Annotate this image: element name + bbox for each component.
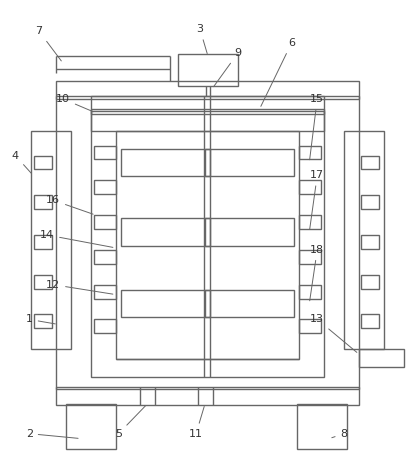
Bar — [31, 131, 71, 349]
Bar — [34, 195, 52, 209]
Bar — [91, 96, 324, 114]
Bar — [121, 290, 210, 318]
Bar — [361, 195, 379, 209]
Bar — [34, 314, 52, 328]
Bar — [94, 145, 116, 159]
Bar — [297, 404, 347, 449]
Bar — [299, 215, 321, 229]
Bar — [66, 404, 116, 449]
Text: 13: 13 — [310, 314, 357, 352]
Bar — [205, 149, 294, 176]
Text: 14: 14 — [40, 230, 113, 247]
Bar — [205, 218, 294, 246]
Bar — [91, 111, 324, 377]
Bar — [121, 218, 210, 246]
Text: 1: 1 — [26, 314, 55, 325]
Text: 16: 16 — [46, 195, 93, 214]
Bar — [94, 181, 116, 194]
Bar — [205, 290, 294, 318]
Bar — [299, 250, 321, 264]
Bar — [361, 235, 379, 249]
Bar — [344, 131, 384, 349]
Bar — [34, 156, 52, 169]
Bar — [361, 156, 379, 169]
Bar — [299, 181, 321, 194]
Text: 12: 12 — [46, 280, 113, 294]
Text: 3: 3 — [197, 25, 207, 54]
Text: 4: 4 — [12, 150, 31, 173]
Bar — [56, 96, 359, 389]
Bar — [359, 349, 404, 367]
Text: 2: 2 — [26, 429, 78, 438]
Text: 17: 17 — [310, 170, 324, 229]
Bar — [34, 235, 52, 249]
Bar — [94, 285, 116, 299]
Bar — [91, 109, 324, 131]
Text: 9: 9 — [214, 48, 241, 87]
Bar — [361, 275, 379, 288]
Bar — [56, 387, 359, 405]
Bar — [116, 131, 299, 359]
Bar — [121, 149, 210, 176]
Bar — [299, 145, 321, 159]
Bar — [56, 81, 359, 99]
Bar — [178, 54, 238, 86]
Bar — [94, 250, 116, 264]
Text: 18: 18 — [310, 245, 324, 301]
Text: 11: 11 — [189, 407, 204, 438]
Text: 8: 8 — [332, 429, 348, 438]
Text: 7: 7 — [36, 26, 61, 61]
Bar — [34, 275, 52, 288]
Text: 5: 5 — [115, 406, 145, 438]
Bar — [94, 319, 116, 333]
Bar — [361, 314, 379, 328]
Text: 15: 15 — [310, 94, 324, 160]
Bar — [94, 215, 116, 229]
Text: 6: 6 — [261, 38, 295, 106]
Text: 10: 10 — [56, 94, 93, 112]
Bar — [299, 319, 321, 333]
Bar — [299, 285, 321, 299]
